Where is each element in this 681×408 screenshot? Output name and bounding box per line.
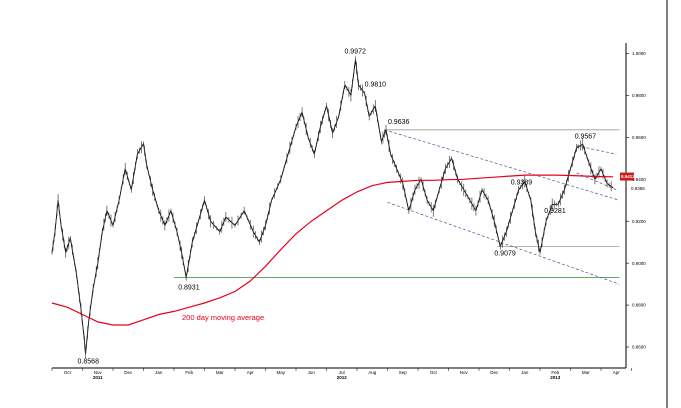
price-series <box>51 56 614 359</box>
y-tick-label: 0.9800 <box>632 93 646 98</box>
second-price-tag-label: 0.9356 <box>631 186 645 191</box>
price-annotation: 0.9636 <box>388 119 410 126</box>
trend-line-0 <box>384 129 620 201</box>
reference-lines <box>174 129 620 279</box>
y-tick-label: 0.9200 <box>632 219 646 224</box>
x-tick-label: Nov <box>94 370 103 375</box>
x-tick-label: Jan <box>155 370 163 375</box>
x-tick-label: Apr <box>613 370 621 375</box>
x-tick-label: Dec <box>124 370 133 375</box>
price-annotation: 0.9972 <box>344 48 366 55</box>
x-tick-label: Jul <box>339 370 345 375</box>
price-annotation: 0.9810 <box>365 81 387 88</box>
x-year-label: 2011 <box>93 375 103 380</box>
x-tick-label: Mar <box>582 370 590 375</box>
price-annotation: 0.8568 <box>78 359 100 366</box>
last-price-tag <box>620 172 634 181</box>
x-axis: Oct Nov Dec Jan Feb Mar Apr May Jun Jul Aug Sep Oct N… <box>51 368 632 380</box>
x-tick-label: Mar <box>216 370 224 375</box>
x-year-label: 2013 <box>550 375 561 380</box>
moving-average-series <box>51 174 614 326</box>
y-tick-label: 0.9400 <box>632 177 646 182</box>
x-tick-label: Apr <box>247 370 255 375</box>
y-tick-label: 0.9600 <box>632 135 646 140</box>
x-tick-label: Feb <box>185 370 193 375</box>
x-tick-label: Jun <box>308 370 316 375</box>
x-tick-label: Feb <box>551 370 559 375</box>
price-tags: 0.9413 0.9356 <box>620 172 645 191</box>
x-tick-label: Dec <box>490 370 499 375</box>
price-line <box>51 58 614 355</box>
price-annotation: 0.8931 <box>178 285 200 292</box>
price-annotation: 0.9567 <box>575 133 597 140</box>
last-price-tag-label: 0.9413 <box>621 174 635 179</box>
trend-line-1 <box>387 202 620 285</box>
moving-average-line <box>51 174 614 326</box>
x-tick-label: Aug <box>368 370 377 375</box>
trend-lines <box>384 129 620 285</box>
ma-label: 200 day moving average <box>182 313 264 322</box>
price-annotation: 0.9079 <box>494 251 516 258</box>
y-tick-label: 0.9000 <box>632 261 646 266</box>
x-year-label: 2012 <box>337 375 348 380</box>
y-tick-label: 1.0000 <box>632 51 646 56</box>
y-tick-label: 0.8800 <box>632 303 646 308</box>
x-tick-label: Sep <box>399 370 408 375</box>
price-annotation: 0.9389 <box>511 180 533 187</box>
y-axis: 0.8600 0.8800 0.9000 0.9200 0.9400 0.9600 0.98… <box>626 51 646 350</box>
x-tick-label: Oct <box>430 370 438 375</box>
x-tick-label: Nov <box>460 370 469 375</box>
y-tick-label: 0.8600 <box>632 345 646 350</box>
price-annotation: 0.9281 <box>544 208 566 215</box>
x-tick-label: May <box>276 370 285 375</box>
x-tick-label: Jan <box>521 370 529 375</box>
annotations: 0.8568 0.8931 0.9972 0.9810 0.9636 0.9567 0.93… <box>78 48 597 365</box>
x-tick-label: Oct <box>64 370 72 375</box>
